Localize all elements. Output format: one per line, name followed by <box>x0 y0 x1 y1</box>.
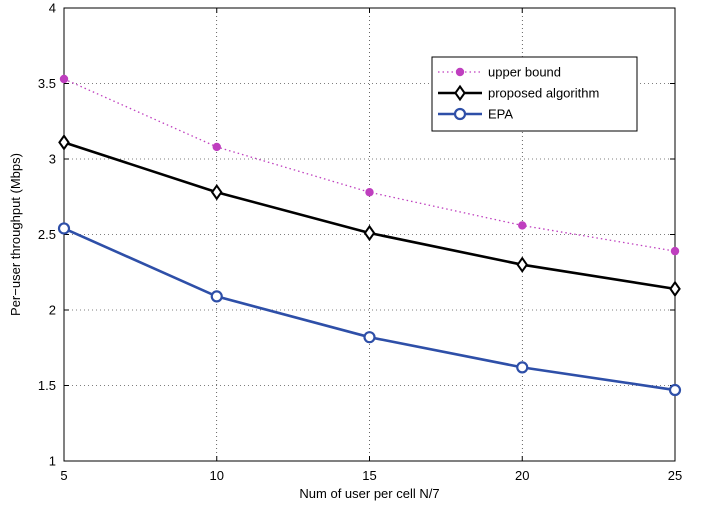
data-point <box>59 74 69 84</box>
axis-ticks: 5 10 15 20 25 1 1.5 2 2.5 3 3.5 4 <box>38 1 682 484</box>
y-axis-label: Per−user throughput (Mbps) <box>8 153 23 316</box>
data-point <box>365 188 374 197</box>
data-point <box>669 280 681 298</box>
x-tick-label: 5 <box>60 468 67 483</box>
y-tick-label: 2.5 <box>38 227 56 242</box>
data-point <box>363 224 376 242</box>
y-tick-label: 3 <box>49 152 56 167</box>
data-point <box>57 222 71 235</box>
series-epa <box>57 222 682 397</box>
series-group <box>57 74 682 397</box>
x-tick-label: 20 <box>515 468 529 483</box>
x-axis-label: Num of user per cell N/7 <box>299 486 439 501</box>
data-point <box>668 383 682 397</box>
data-point <box>518 221 527 230</box>
data-point <box>210 290 223 303</box>
legend-entry: proposed algorithm <box>438 84 599 102</box>
data-point <box>516 361 529 374</box>
data-point <box>516 256 529 273</box>
legend-marker <box>455 67 465 77</box>
x-tick-label: 15 <box>362 468 376 483</box>
y-tick-label: 4 <box>49 1 56 16</box>
legend-label: EPA <box>488 107 513 122</box>
data-point <box>212 142 221 152</box>
legend: upper bound proposed algorithm EPA <box>431 56 638 132</box>
legend-entry: EPA <box>438 107 513 122</box>
y-tick-label: 1.5 <box>38 378 56 393</box>
series-proposed-algorithm <box>58 134 681 298</box>
data-point <box>363 331 376 344</box>
data-point <box>210 183 223 201</box>
y-tick-label: 2 <box>49 303 56 318</box>
y-tick-label: 1 <box>49 454 56 469</box>
x-tick-label: 10 <box>210 468 224 483</box>
legend-entry: upper bound <box>438 65 561 80</box>
legend-label: proposed algorithm <box>488 86 599 101</box>
data-point <box>670 246 680 256</box>
legend-marker <box>453 107 467 121</box>
data-point <box>58 134 70 151</box>
series-upper-bound <box>59 74 680 256</box>
y-tick-label: 3.5 <box>38 76 56 91</box>
x-tick-label: 25 <box>668 468 682 483</box>
legend-marker <box>454 84 466 102</box>
legend-label: upper bound <box>488 65 561 80</box>
